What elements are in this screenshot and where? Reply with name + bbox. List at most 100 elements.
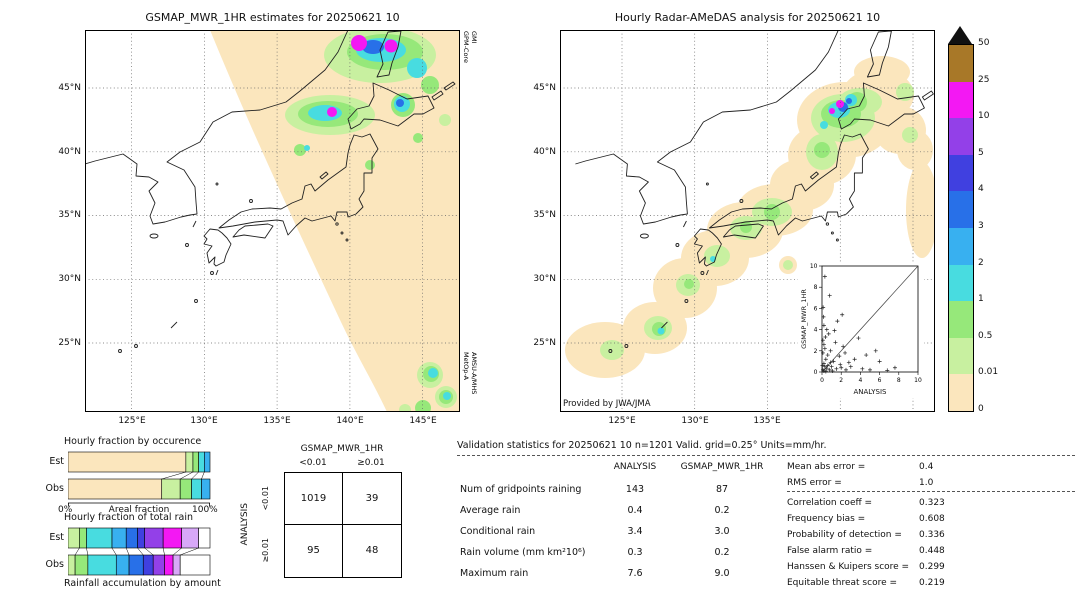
- contingency-cell: 48: [365, 545, 379, 556]
- row-label-est: Est: [49, 456, 64, 467]
- lat-tick-label: 40°N: [58, 147, 81, 157]
- bar-segment: [201, 478, 211, 500]
- inset-x-tick-label: 4: [858, 377, 862, 384]
- bar-segment: [198, 451, 205, 473]
- bar-segment: [164, 554, 174, 576]
- bar-segment: [128, 554, 144, 576]
- bar-segment: [79, 527, 87, 549]
- colorbar-segment: [949, 337, 973, 375]
- validation-row: Average rain 0.4 0.2: [460, 504, 780, 517]
- inset-y-tick-label: 6: [814, 305, 818, 312]
- bar-segment: [86, 527, 113, 549]
- summary-stat: Frequency bias = 0.608: [787, 513, 1077, 525]
- summary-stat-label: RMS error =: [787, 478, 842, 488]
- bar-connector: [180, 547, 199, 556]
- scatter-point: [832, 328, 837, 333]
- colorbar-tick-label: 25: [978, 74, 990, 85]
- lon-tick-label: 135°E: [263, 416, 291, 426]
- validation-col-header: ANALYSIS: [613, 462, 657, 472]
- validation-row-label: Average rain: [460, 505, 521, 516]
- bar-segment: [191, 478, 202, 500]
- scatter-point: [826, 331, 831, 336]
- bar-connector: [111, 547, 117, 556]
- bar-segment: [162, 527, 182, 549]
- colorbar-segment: [949, 191, 973, 228]
- summary-stat-label: Hanssen & Kuipers score =: [787, 562, 910, 572]
- validation-value: 0.2: [714, 547, 730, 558]
- bar-segment: [87, 554, 117, 576]
- summary-stat: Hanssen & Kuipers score = 0.299: [787, 561, 1077, 573]
- occurrence-bars-title: Hourly fraction by occurence: [64, 436, 202, 447]
- scatter-point: [841, 344, 846, 349]
- satellite-source-label-top: GPM-Core GMI: [462, 31, 478, 63]
- scatter-point: [823, 369, 828, 374]
- scatter-point: [835, 319, 840, 324]
- row-label-est: Est: [49, 532, 64, 543]
- colorbar-tick-label: 3: [978, 221, 984, 231]
- inset-y-tick-label: 4: [814, 327, 818, 334]
- colorbar-tick-label: 5: [978, 147, 984, 158]
- scatter-point: [828, 348, 833, 353]
- scatter-point: [821, 323, 826, 328]
- scatter-point: [821, 305, 826, 310]
- scatter-point: [820, 338, 825, 343]
- lat-tick-label: 35°N: [533, 210, 556, 220]
- precip-field: [285, 30, 457, 412]
- colorbar-overflow-arrow: [948, 26, 972, 44]
- lat-tick-label: 30°N: [533, 274, 556, 284]
- bar-segment: [179, 478, 192, 500]
- bar-segment: [142, 554, 154, 576]
- bar-connector: [201, 471, 205, 480]
- scatter-point: [824, 366, 829, 371]
- summary-stat-label: Probability of detection =: [787, 530, 902, 540]
- bar-segment: [181, 527, 199, 549]
- lat-tick-label: 25°N: [533, 338, 556, 348]
- colorbar-tick-label: 0: [978, 404, 984, 414]
- lon-tick-label: 135°E: [753, 416, 781, 426]
- scatter-point: [823, 335, 828, 340]
- summary-stat-label: Frequency bias =: [787, 514, 866, 524]
- bar-segment: [68, 451, 187, 473]
- validation-value: 0.3: [627, 547, 643, 558]
- inset-y-tick-label: 2: [814, 348, 818, 355]
- summary-stat-value: 0.219: [919, 578, 945, 588]
- summary-stat-label: Mean abs error =: [787, 462, 866, 472]
- lon-tick-label: 140°E: [336, 416, 364, 426]
- contingency-cell: 1019: [285, 473, 343, 525]
- lat-tick-label: 25°N: [58, 338, 81, 348]
- inset-x-tick-label: 8: [897, 377, 901, 384]
- validation-row: Num of gridpoints raining 143 87: [460, 483, 780, 496]
- scatter-point: [877, 359, 882, 364]
- inset-x-tick-label: 6: [878, 377, 882, 384]
- stacked-bars-chart: [68, 451, 211, 576]
- bar-connector: [172, 547, 182, 556]
- bar-connector: [162, 547, 165, 556]
- colorbar-tick-label: 0.01: [978, 367, 999, 378]
- validation-row: Rain volume (mm km²10⁶) 0.3 0.2: [460, 546, 780, 559]
- scatter-point: [821, 361, 826, 366]
- validation-row-label: Maximum rain: [460, 568, 529, 579]
- grid-lines: [560, 30, 935, 412]
- scatter-point: [848, 364, 853, 369]
- bars-caption: Rainfall accumulation by amount: [64, 578, 221, 589]
- bar-connector: [161, 471, 186, 480]
- right-map-title: Hourly Radar-AMeDAS analysis for 2025062…: [614, 11, 881, 24]
- divider: [787, 491, 1075, 492]
- bar-segment: [68, 527, 80, 549]
- precip-colorbar: [948, 44, 974, 412]
- lon-tick-label: 125°E: [608, 416, 636, 426]
- lon-tick-label: 125°E: [118, 416, 146, 426]
- scatter-point: [843, 350, 848, 355]
- summary-stat: Mean abs error = 0.4: [787, 461, 1077, 473]
- validation-value: 3.0: [714, 526, 730, 537]
- lat-tick-label: 45°N: [58, 83, 81, 93]
- lon-tick-label: 130°E: [681, 416, 709, 426]
- lon-tick-label: 130°E: [190, 416, 218, 426]
- lat-tick-label: 35°N: [58, 210, 81, 220]
- scatter-point: [820, 350, 825, 355]
- scatter-point: [827, 293, 832, 298]
- scatter-point: [868, 367, 872, 372]
- contingency-row-label: ≥0.01: [260, 537, 270, 563]
- summary-stat-label: Correlation coeff =: [787, 498, 873, 508]
- scatter-point: [822, 364, 827, 369]
